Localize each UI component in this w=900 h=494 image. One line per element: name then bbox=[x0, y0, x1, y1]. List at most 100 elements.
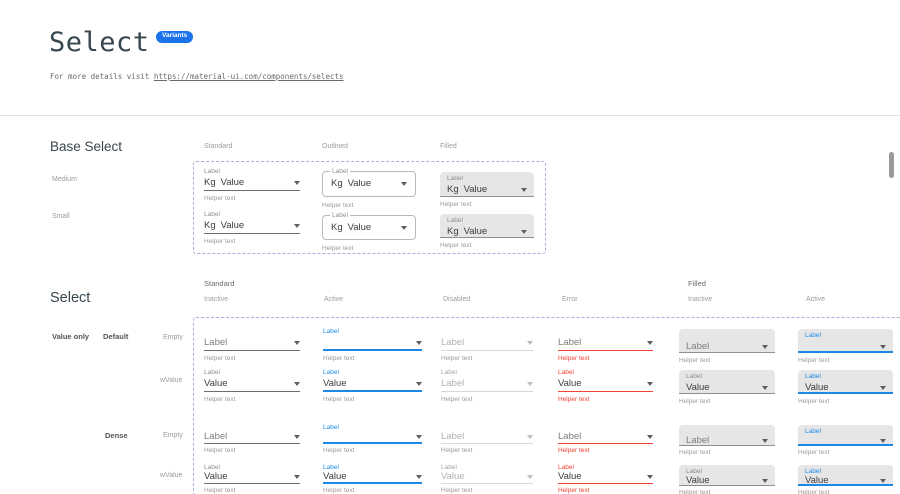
dropdown-arrow-icon bbox=[647, 475, 653, 479]
select-field[interactable] bbox=[323, 336, 422, 351]
floating-label: Label bbox=[805, 332, 821, 339]
row-label-wvalue: wValue bbox=[160, 472, 183, 479]
dropdown-arrow-icon bbox=[294, 224, 300, 228]
select-field[interactable]: Label Kg Value bbox=[440, 214, 534, 238]
select-field[interactable]: Value bbox=[204, 471, 300, 484]
select-heading: Select bbox=[50, 290, 91, 306]
helper-text: Helper text bbox=[323, 396, 355, 403]
row-label-default: Default bbox=[103, 332, 129, 341]
select-field[interactable]: Label bbox=[441, 377, 533, 392]
filled-inactive-wvalue-dense-select: Label Value Helper text bbox=[679, 465, 775, 494]
floating-label: Label bbox=[204, 211, 220, 218]
state-header-filled-active: Active bbox=[806, 296, 826, 303]
helper-text: Helper text bbox=[798, 489, 830, 494]
helper-text: Helper text bbox=[798, 449, 830, 456]
select-value: Value bbox=[558, 471, 582, 482]
standard-error-empty-select: Label Helper text bbox=[558, 328, 653, 362]
select-field[interactable]: Value bbox=[558, 377, 653, 392]
select-field[interactable]: Label bbox=[441, 431, 533, 444]
select-placeholder: Label bbox=[441, 431, 465, 442]
notched-label: Label bbox=[330, 168, 350, 175]
select-field[interactable] bbox=[323, 431, 422, 444]
select-field[interactable]: Label bbox=[558, 431, 653, 444]
dropdown-arrow-icon bbox=[401, 182, 407, 186]
select-field[interactable]: Value bbox=[323, 471, 422, 484]
value-adornment: Kg bbox=[204, 177, 216, 188]
helper-text: Helper text bbox=[679, 398, 711, 405]
select-value: Value bbox=[347, 178, 372, 189]
dropdown-arrow-icon bbox=[762, 478, 768, 483]
helper-text: Helper text bbox=[798, 357, 830, 364]
standard-active-empty-dense-select: Label Helper text bbox=[323, 424, 422, 454]
select-field[interactable]: Label Kg Value bbox=[322, 212, 416, 240]
select-field[interactable]: Label bbox=[441, 336, 533, 351]
floating-label: Label bbox=[323, 464, 339, 471]
floating-label: Label bbox=[204, 369, 220, 376]
select-field[interactable]: Value bbox=[323, 377, 422, 392]
filled-inactive-wvalue-select: Label Value Helper text bbox=[679, 370, 775, 405]
dropdown-arrow-icon bbox=[762, 385, 768, 390]
select-field[interactable]: Label bbox=[679, 425, 775, 446]
floating-label: Label bbox=[805, 468, 821, 475]
helper-text: Helper text bbox=[204, 487, 236, 494]
select-field[interactable]: Label bbox=[798, 329, 893, 353]
select-field[interactable]: Value bbox=[441, 471, 533, 484]
notched-label: Label bbox=[330, 212, 350, 219]
select-value: Value bbox=[463, 183, 488, 195]
select-placeholder: Label bbox=[441, 337, 465, 348]
dropdown-arrow-icon bbox=[521, 229, 527, 234]
select-field[interactable]: Label bbox=[679, 329, 775, 353]
standard-active-empty-select: Label Helper text bbox=[323, 328, 422, 362]
helper-text: Helper text bbox=[558, 355, 590, 362]
select-placeholder: Label bbox=[204, 337, 228, 348]
dropdown-arrow-icon bbox=[294, 435, 300, 439]
select-field[interactable]: Kg Value bbox=[204, 176, 300, 191]
row-label-empty: Empty bbox=[163, 432, 183, 439]
select-field[interactable]: Label bbox=[204, 336, 300, 351]
group-header-standard: Standard bbox=[204, 279, 235, 288]
row-label-small: Small bbox=[52, 213, 70, 220]
select-field[interactable]: Label Value bbox=[798, 370, 893, 394]
row-label-empty: Empty bbox=[163, 334, 183, 341]
floating-label: Label bbox=[441, 369, 457, 376]
helper-text: Helper text bbox=[558, 487, 590, 494]
helper-text: Helper text bbox=[204, 396, 236, 403]
select-field[interactable]: Value bbox=[204, 377, 300, 392]
select-field[interactable]: Kg Value bbox=[204, 219, 300, 234]
select-value: Value bbox=[805, 381, 829, 393]
floating-label: Label bbox=[204, 464, 220, 471]
variants-badge: Variants bbox=[156, 31, 194, 43]
select-field[interactable]: Label Value bbox=[798, 465, 893, 486]
select-field[interactable]: Label Value bbox=[679, 370, 775, 394]
standard-disabled-empty-dense-select: Label Helper text bbox=[441, 424, 533, 454]
dropdown-arrow-icon bbox=[880, 478, 886, 483]
helper-text: Helper text bbox=[679, 357, 711, 364]
row-label-value-only: Value only bbox=[52, 332, 90, 341]
dropdown-arrow-icon bbox=[880, 385, 886, 390]
helper-text: Helper text bbox=[441, 396, 473, 403]
dropdown-arrow-icon bbox=[880, 438, 886, 443]
select-placeholder: Label bbox=[686, 340, 710, 352]
select-value: Label bbox=[441, 378, 465, 389]
select-field[interactable]: Label Kg Value bbox=[440, 172, 534, 197]
select-field[interactable]: Value bbox=[558, 471, 653, 484]
select-field[interactable]: Label bbox=[558, 336, 653, 351]
select-field[interactable]: Label bbox=[798, 425, 893, 446]
select-field[interactable]: Label Kg Value bbox=[322, 168, 416, 197]
standard-inactive-empty-select: Label Helper text bbox=[204, 328, 300, 362]
select-field[interactable]: Label bbox=[204, 431, 300, 444]
subtitle: For more details visit https://material-… bbox=[50, 72, 344, 81]
dropdown-arrow-icon bbox=[521, 187, 527, 192]
select-placeholder: Label bbox=[558, 431, 582, 442]
scrollbar-thumb[interactable] bbox=[889, 152, 894, 178]
value-adornment: Kg bbox=[447, 183, 459, 195]
select-field[interactable]: Label Value bbox=[679, 465, 775, 486]
select-value: Value bbox=[220, 177, 245, 188]
dropdown-arrow-icon bbox=[416, 340, 422, 345]
select-value: Value bbox=[463, 225, 488, 237]
base-standard-medium-select: Label Kg Value Helper text bbox=[204, 168, 300, 202]
floating-label: Label bbox=[204, 168, 220, 175]
helper-text: Helper text bbox=[558, 396, 590, 403]
docs-link[interactable]: https://material-ui.com/components/selec… bbox=[153, 72, 344, 81]
page-title: Select bbox=[49, 27, 150, 58]
